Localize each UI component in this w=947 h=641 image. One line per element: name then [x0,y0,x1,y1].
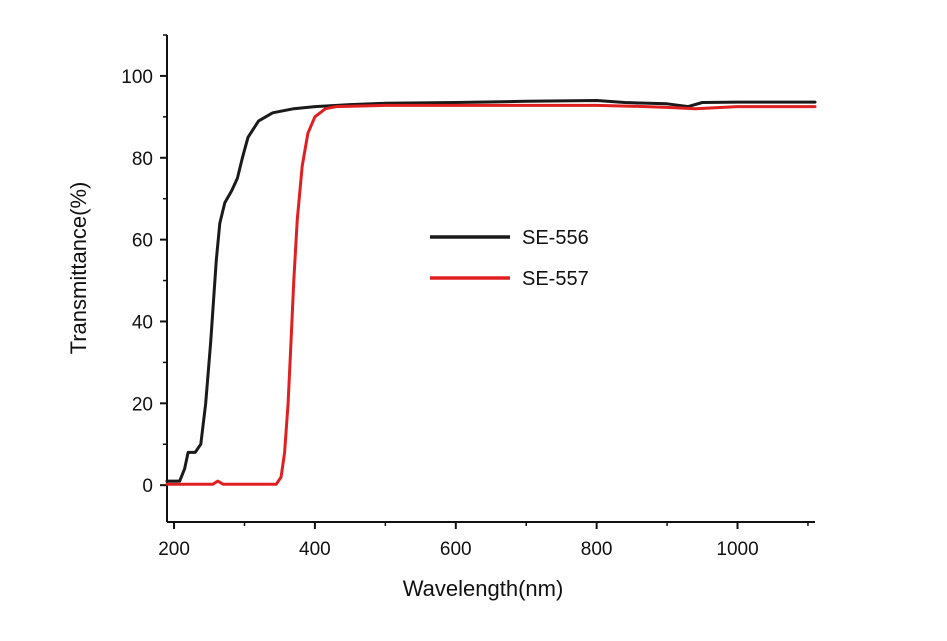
x-tick-label: 400 [299,539,331,560]
x-tick-label: 600 [440,539,472,560]
series-layer [165,99,817,486]
y-tick-label: 40 [132,312,153,333]
legend-label-se-557: SE-557 [522,268,589,290]
y-axis-label: Transmittance(%) [66,182,91,355]
series-line-se-557 [165,103,817,486]
x-axis-label: Wavelength(nm) [403,576,564,601]
y-tick-label: 0 [142,476,153,497]
y-tick-label: 100 [121,67,153,88]
x-tick-label: 1000 [716,539,758,560]
y-tick-label: 20 [132,394,153,415]
series-line-se-556 [165,99,817,483]
y-tick-label: 60 [132,231,153,252]
x-tick-label: 200 [158,539,190,560]
y-tick-label: 80 [132,149,153,170]
legend-label-se-556: SE-556 [522,227,589,249]
x-tick-label: 800 [581,539,613,560]
axes: 0 20 40 60 80 100 200 400 600 800 1000 [121,34,815,560]
legend: SE-556 SE-557 [430,227,589,290]
